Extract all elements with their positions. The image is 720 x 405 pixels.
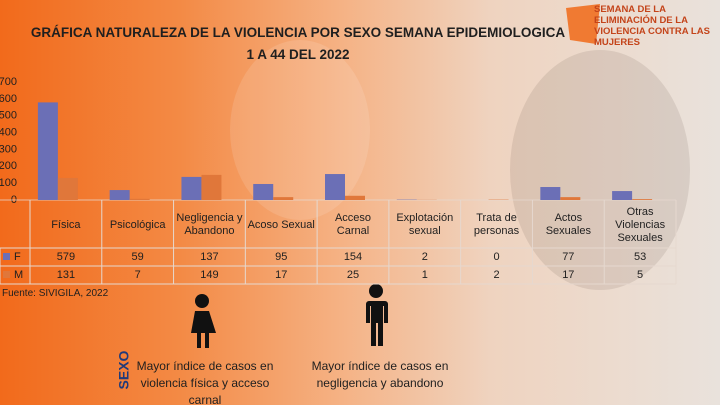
x-tick-label: Negligencia y Abandono xyxy=(176,212,243,237)
bar xyxy=(540,187,561,200)
bar xyxy=(612,191,633,200)
data-label: 149 xyxy=(200,269,219,281)
y-tick-label: 100 xyxy=(0,177,17,189)
data-label: 25 xyxy=(346,269,360,281)
decor xyxy=(230,40,370,220)
x-tick-label: Acceso Carnal xyxy=(334,212,372,237)
x-tick-label: Explotación sexual xyxy=(396,212,454,237)
y-tick-label: 500 xyxy=(0,110,17,122)
chart-title: GRÁFICA NATURALEZA DE LA VIOLENCIA POR S… xyxy=(30,25,566,62)
y-tick-label: 600 xyxy=(0,93,17,105)
x-tick-label: Psicológica xyxy=(109,218,166,231)
data-label: 77 xyxy=(562,251,575,263)
y-tick-label: 200 xyxy=(0,160,17,172)
bar xyxy=(57,177,78,200)
bar xyxy=(181,176,202,200)
logo-mark xyxy=(566,4,600,44)
logo-text: SEMANA DE LA ELIMINACIÓN DE LA VIOLENCIA… xyxy=(594,4,710,48)
data-label: 59 xyxy=(131,251,144,263)
bar xyxy=(129,198,150,200)
data-label: 95 xyxy=(275,251,288,263)
data-label: 137 xyxy=(200,251,219,263)
bar xyxy=(253,183,274,200)
side-label: SEXO xyxy=(116,350,132,389)
bar xyxy=(37,102,58,200)
data-label: 2 xyxy=(493,269,500,281)
data-label: 17 xyxy=(275,269,288,281)
annotation: Mayor índice de casos en negligencia y a… xyxy=(311,359,449,390)
x-tick-label: Otras Violencias Sexuales xyxy=(615,205,666,244)
annotation: Mayor índice de casos en violencia físic… xyxy=(136,359,274,405)
data-label: 154 xyxy=(343,251,363,263)
bar xyxy=(560,197,581,200)
source: Fuente: SIVIGILA, 2022 xyxy=(2,288,109,299)
data-label: 0 xyxy=(493,251,500,263)
legend-label: F xyxy=(14,251,21,263)
data-label: 53 xyxy=(633,251,647,263)
bar xyxy=(201,174,222,200)
woman-icon xyxy=(191,294,216,348)
legend-label: M xyxy=(14,269,23,281)
bar xyxy=(345,195,365,200)
data-label: 131 xyxy=(56,269,76,281)
data-label: 579 xyxy=(56,251,76,263)
x-tick-label: Acoso Sexual xyxy=(247,218,315,231)
bar xyxy=(325,174,345,200)
data-label: 5 xyxy=(637,269,644,281)
man-icon xyxy=(366,284,388,346)
legend-swatch xyxy=(3,271,10,278)
bar xyxy=(273,197,294,200)
decor xyxy=(510,50,690,290)
y-tick-label: 700 xyxy=(0,76,17,88)
bar xyxy=(632,199,653,200)
bar xyxy=(109,190,130,200)
x-tick-label: Trata de personas xyxy=(473,212,520,237)
data-label: 7 xyxy=(134,269,141,281)
y-tick-label: 300 xyxy=(0,143,17,155)
data-label: 2 xyxy=(421,251,428,263)
data-label: 17 xyxy=(562,269,575,281)
y-tick-label: 400 xyxy=(0,126,17,138)
x-tick-label: Física xyxy=(51,218,81,231)
x-tick-label: Actos Sexuales xyxy=(545,212,591,237)
legend-swatch xyxy=(3,253,10,260)
data-label: 1 xyxy=(421,269,428,281)
